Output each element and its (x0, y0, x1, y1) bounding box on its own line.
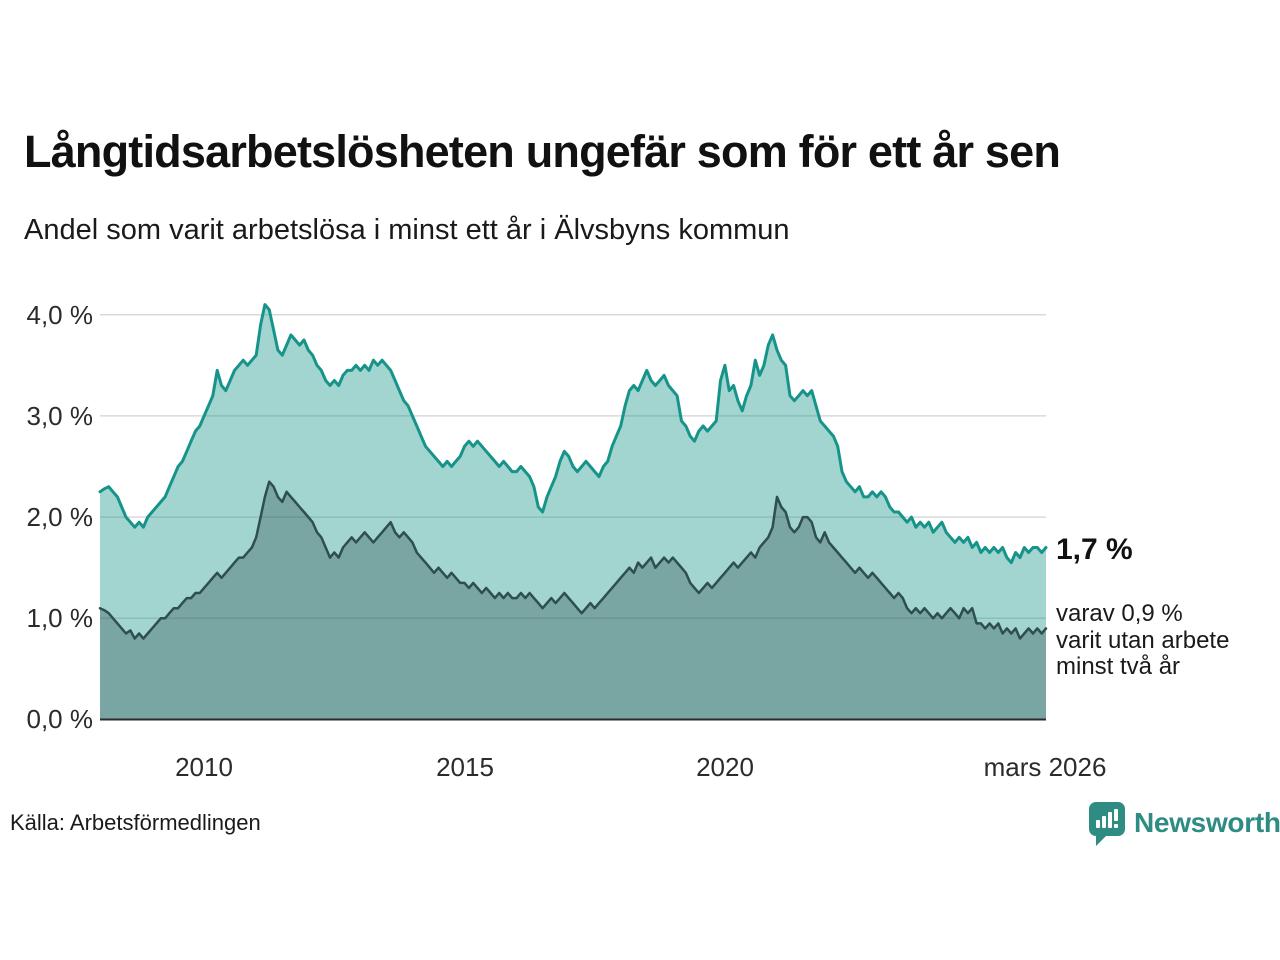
logo-exclaim-dot (1114, 824, 1118, 828)
x-axis-tick-mars-2026: mars 2026 (983, 752, 1107, 782)
secondary-note: varav 0,9 % varit utan arbete minst två … (1056, 600, 1230, 681)
line-series-1 (98, 303, 1048, 565)
logo-bar-2 (1102, 816, 1106, 828)
area-fill-series-2 (100, 481, 1046, 720)
y-axis-tick-2: 2,0 % (26, 502, 94, 532)
logo-exclaim-bar (1114, 809, 1118, 821)
newsworthy-logo-icon (1089, 802, 1125, 846)
logo-bar-1 (1096, 820, 1100, 828)
newsworthy-branding: Newsworthy (1088, 801, 1280, 849)
line-series-2 (98, 480, 1048, 640)
logo-bubble-shape (1089, 802, 1125, 846)
logo-bar-3 (1108, 812, 1112, 828)
area-fill-series-1 (100, 304, 1046, 720)
page-title: Långtidsarbetslösheten ungefär som för e… (24, 126, 1061, 177)
x-axis-tick-2015: 2015 (436, 752, 494, 782)
secondary-note-line-2: varit utan arbete (1056, 626, 1230, 654)
y-axis-tick-3: 3,0 % (26, 401, 94, 431)
page-subtitle: Andel som varit arbetslösa i minst ett å… (24, 214, 790, 246)
y-axis-tick-1: 1,0 % (26, 603, 94, 633)
x-axis-tick-2020: 2020 (696, 752, 754, 782)
y-axis-tick-0: 0,0 % (26, 704, 94, 734)
x-axis-tick-2010: 2010 (175, 752, 233, 782)
secondary-note-line-1: varav 0,9 % (1056, 600, 1183, 627)
y-axis-tick-4: 4,0 % (26, 300, 94, 330)
source-attribution: Källa: Arbetsförmedlingen (10, 810, 261, 835)
secondary-note-line-3: minst två år (1056, 653, 1181, 680)
newsworthy-wordmark: Newsworthy (1134, 807, 1280, 838)
latest-value-label: 1,7 % (1056, 533, 1133, 566)
